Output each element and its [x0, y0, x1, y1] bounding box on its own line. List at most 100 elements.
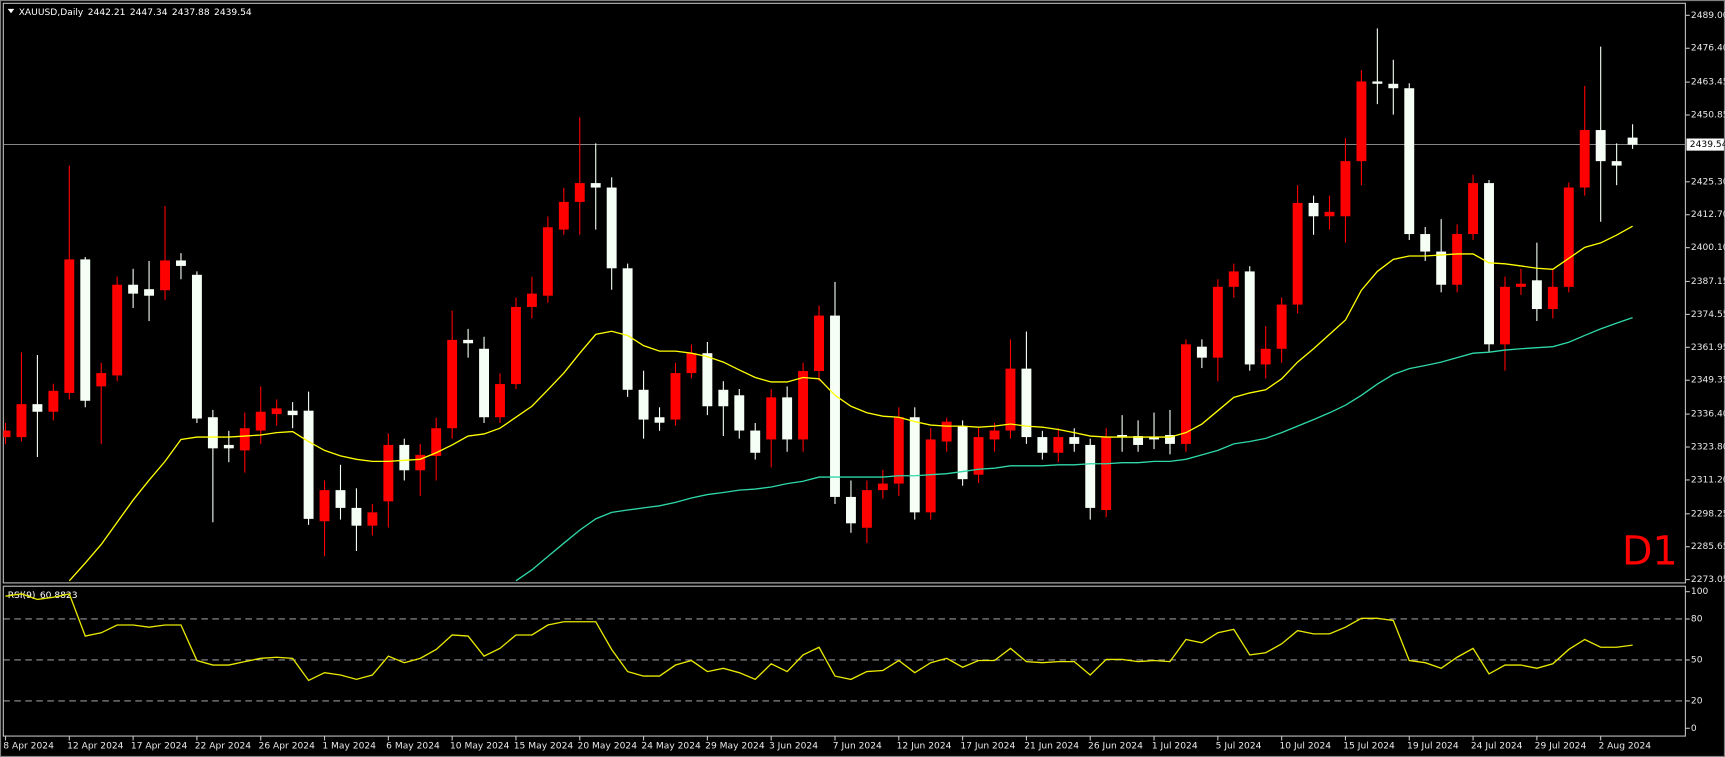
header-open: 2442.21	[88, 8, 126, 18]
x-tick-label: 19 Jul 2024	[1407, 741, 1459, 751]
candle-body	[176, 260, 186, 266]
candle-body	[1196, 346, 1207, 358]
candle-body	[1372, 81, 1383, 84]
candle-body	[782, 397, 793, 440]
candle-body	[1037, 437, 1048, 453]
rsi-plot	[3, 593, 1686, 702]
candle-body	[558, 201, 569, 230]
candle-body	[1228, 271, 1239, 287]
y-tick-label: 2374.55	[1691, 310, 1725, 320]
y-tick-label: 2412.70	[1691, 210, 1725, 220]
candle-body	[1500, 286, 1510, 345]
candle-body	[207, 417, 218, 449]
candle-body	[1021, 368, 1032, 438]
candle-body	[96, 373, 107, 387]
line-series	[68, 225, 1633, 582]
candle-body	[957, 426, 968, 480]
candle-body	[686, 353, 697, 374]
candle-body	[590, 183, 601, 188]
current-price-label: 2439.54	[1690, 140, 1725, 150]
y-tick-label: 2273.05	[1691, 575, 1725, 585]
candle-body	[1053, 437, 1064, 453]
candle-body	[463, 339, 474, 344]
candle-body	[814, 315, 824, 371]
candle-body	[255, 411, 266, 431]
x-tick-label: 10 Jul 2024	[1279, 741, 1331, 751]
candle-body	[1212, 286, 1223, 358]
candle-body	[702, 353, 713, 407]
candle-body	[399, 444, 410, 471]
x-tick-label: 2 Aug 2024	[1598, 741, 1651, 751]
candle-body	[1436, 251, 1447, 285]
candle-body	[48, 390, 59, 412]
y-tick-label: 2336.40	[1691, 410, 1725, 420]
candle-body	[431, 428, 442, 456]
candle-body	[830, 315, 840, 497]
y-tick-label: 2323.80	[1691, 443, 1725, 453]
candle-body	[798, 370, 809, 440]
candle-body	[80, 259, 91, 401]
candle-body	[893, 417, 904, 484]
candle-body	[1515, 283, 1526, 287]
candle-body	[622, 268, 633, 390]
x-tick-label: 24 May 2024	[641, 741, 701, 751]
candle-body	[973, 437, 984, 475]
candle-body	[335, 490, 346, 508]
axes: 2489.00 2476.40 2463.45 2450.85 2425.30 2412.…	[3, 11, 1725, 752]
candle-body	[925, 439, 936, 513]
candle-body	[1085, 444, 1096, 508]
candle-body	[861, 490, 872, 528]
candle-body	[718, 389, 729, 407]
current-price-box	[1686, 138, 1724, 151]
y-tick-label: 2463.45	[1691, 78, 1725, 88]
header-high: 2447.34	[130, 8, 168, 18]
candle-body	[909, 417, 920, 513]
candle-body	[766, 397, 777, 440]
x-tick-label: 26 Apr 2024	[259, 741, 316, 751]
candle-body	[1563, 187, 1574, 287]
x-tick-label: 17 Apr 2024	[131, 741, 188, 751]
y-tick-label: 2298.25	[1691, 509, 1725, 519]
candle-body	[638, 389, 649, 420]
candle-body	[1324, 211, 1335, 217]
candle-body	[191, 274, 202, 419]
candle-body	[1547, 286, 1558, 310]
candle-body	[1133, 436, 1144, 445]
candle-body	[941, 421, 952, 442]
candle-body	[1244, 271, 1255, 365]
x-tick-label: 29 Jul 2024	[1535, 741, 1587, 751]
candle-body	[1101, 437, 1112, 510]
candle-body	[303, 410, 314, 519]
symbol-title: XAUUSD,Daily	[19, 8, 84, 18]
candle-body	[1531, 280, 1542, 310]
candle-body	[542, 227, 553, 296]
x-tick-label: 17 Jun 2024	[960, 741, 1015, 751]
candle-body	[1292, 202, 1303, 305]
x-tick-label: 24 Jul 2024	[1471, 741, 1523, 751]
candle-body	[1165, 434, 1175, 444]
candle-body	[64, 259, 75, 393]
candle-body	[1627, 137, 1638, 145]
y-tick-label: 80	[1691, 614, 1703, 624]
y-tick-label: 2476.40	[1691, 44, 1725, 54]
x-tick-label: 5 Jul 2024	[1216, 741, 1262, 751]
x-tick-label: 15 May 2024	[514, 741, 574, 751]
y-tick-label: 2400.10	[1691, 243, 1725, 253]
x-tick-label: 15 Jul 2024	[1343, 741, 1395, 751]
candle-body	[1484, 183, 1494, 345]
candle-body	[1180, 344, 1191, 444]
candle-body	[495, 384, 505, 418]
candle-body	[1005, 368, 1016, 431]
menu-arrow[interactable]	[7, 8, 15, 14]
y-tick-label: 50	[1691, 655, 1703, 665]
candle-body	[1452, 234, 1463, 285]
candle-body	[654, 417, 665, 423]
x-tick-label: 8 Apr 2024	[3, 741, 54, 751]
x-tick-label: 12 Jun 2024	[897, 741, 952, 751]
main-panel-border	[2, 2, 1686, 584]
y-tick-label: 2450.85	[1691, 111, 1725, 121]
candle-body	[447, 339, 458, 429]
candle-body	[16, 404, 27, 438]
